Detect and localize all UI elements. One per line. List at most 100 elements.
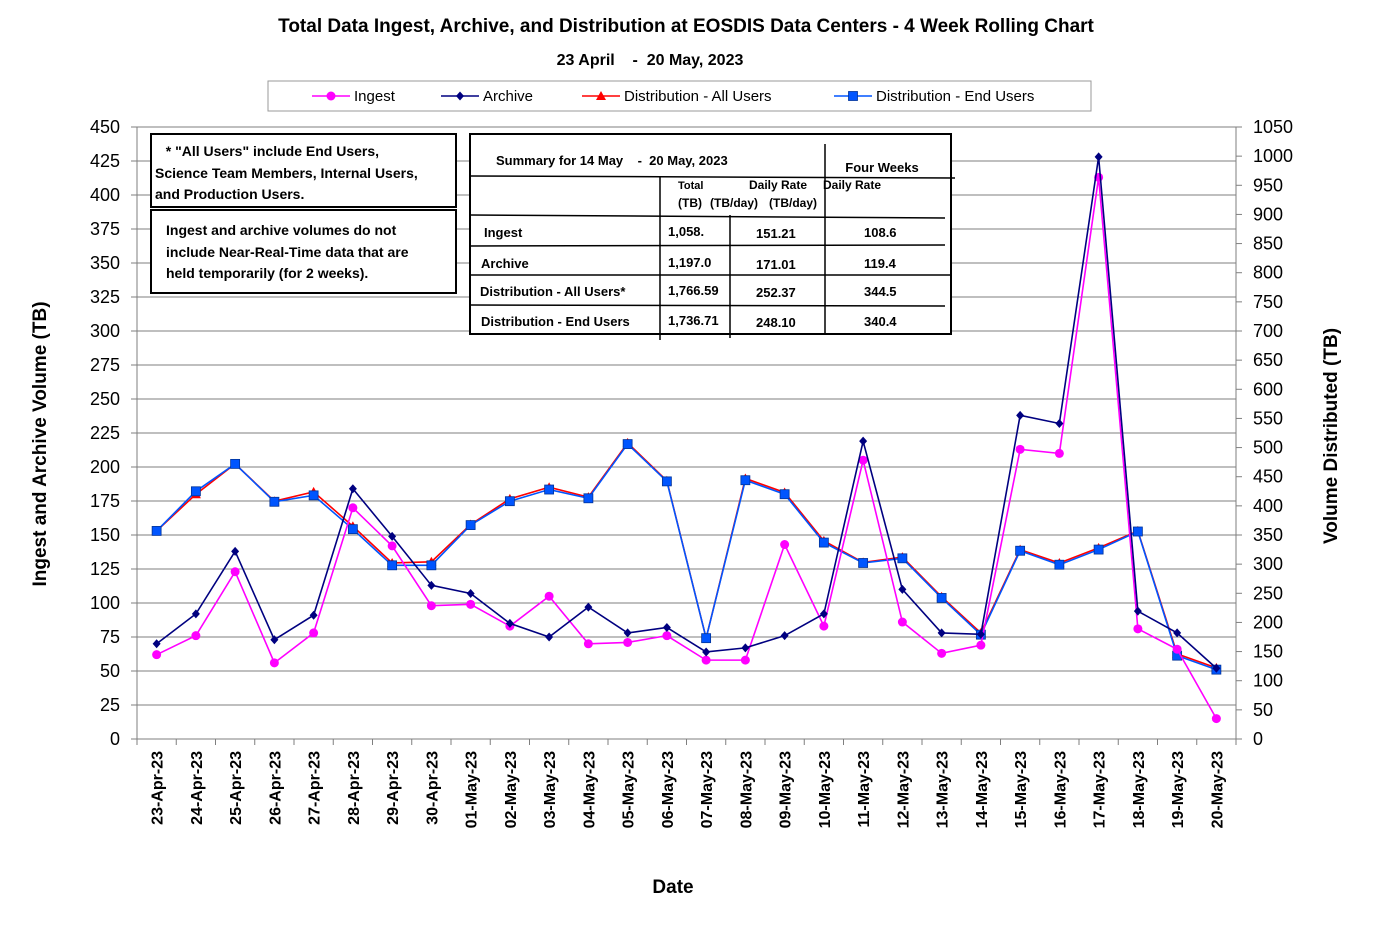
x-tick-label: 12-May-23 xyxy=(895,751,912,828)
data-point xyxy=(898,584,907,594)
left-tick-label: 350 xyxy=(90,253,120,273)
data-point xyxy=(466,599,476,609)
data-point xyxy=(1015,545,1026,556)
data-point xyxy=(152,650,162,660)
legend-frame xyxy=(267,80,1092,112)
note-users-line-3: and Production Users. xyxy=(155,186,304,202)
data-point xyxy=(347,524,358,535)
summary-header-total-unit: (TB) xyxy=(678,196,702,210)
x-tick-label: 11-May-23 xyxy=(856,751,873,828)
x-tick-label: 30-Apr-23 xyxy=(424,751,441,825)
x-tick-label: 27-Apr-23 xyxy=(307,751,324,825)
right-tick-label: 1000 xyxy=(1253,146,1293,166)
data-point xyxy=(818,537,829,548)
legend-label: Distribution - All Users xyxy=(624,88,772,105)
x-tick-label: 18-May-23 xyxy=(1131,751,1148,828)
data-point xyxy=(544,591,554,601)
summary-row-total: 1,058. xyxy=(668,224,704,239)
data-point xyxy=(1132,526,1143,537)
data-point xyxy=(269,658,279,668)
data-point xyxy=(780,631,789,641)
x-tick-label: 26-Apr-23 xyxy=(267,751,284,825)
summary-row-label: Archive xyxy=(481,256,529,271)
summary-row-four-weeks: 340.4 xyxy=(864,314,897,329)
data-point xyxy=(191,609,200,619)
data-point xyxy=(545,632,554,642)
data-point xyxy=(348,503,358,513)
summary-row-total: 1,766.59 xyxy=(668,283,719,298)
data-point xyxy=(1173,628,1182,638)
data-point xyxy=(230,567,240,577)
data-point xyxy=(662,631,672,641)
data-point xyxy=(504,496,515,507)
right-tick-label: 450 xyxy=(1253,467,1283,487)
x-tick-label: 19-May-23 xyxy=(1170,751,1187,828)
summary-row-daily: 252.37 xyxy=(756,285,796,300)
data-point xyxy=(190,486,201,497)
x-tick-label: 23-Apr-23 xyxy=(150,751,167,825)
legend-marker xyxy=(848,91,858,101)
summary-table-frame xyxy=(469,133,952,335)
data-point xyxy=(819,621,829,631)
summary-row-daily: 171.01 xyxy=(756,257,796,272)
data-point xyxy=(231,546,240,556)
data-point xyxy=(583,639,593,649)
data-point xyxy=(1212,663,1221,673)
summary-row-daily: 151.21 xyxy=(756,226,796,241)
x-tick-label: 14-May-23 xyxy=(974,751,991,828)
data-point xyxy=(937,628,946,638)
data-point xyxy=(1093,544,1104,555)
data-point xyxy=(1055,418,1064,428)
data-point xyxy=(1172,644,1182,654)
left-tick-label: 100 xyxy=(90,593,120,613)
data-point xyxy=(976,629,985,639)
data-point xyxy=(1016,410,1025,420)
x-tick-label: 13-May-23 xyxy=(935,751,952,828)
right-tick-label: 500 xyxy=(1253,438,1283,458)
summary-row-total: 1,736.71 xyxy=(668,313,719,328)
data-point xyxy=(1054,559,1065,570)
left-tick-label: 175 xyxy=(90,491,120,511)
x-tick-label: 07-May-23 xyxy=(699,751,716,828)
data-point xyxy=(387,541,397,551)
data-point xyxy=(466,588,475,598)
legend-label: Ingest xyxy=(354,88,396,105)
x-tick-label: 28-Apr-23 xyxy=(346,751,363,825)
x-tick-label: 25-Apr-23 xyxy=(228,751,245,825)
legend: Ingest Archive Distribution - All Users Dis… xyxy=(267,80,1092,112)
data-point xyxy=(230,458,241,469)
left-tick-label: 25 xyxy=(100,695,120,715)
right-tick-label: 300 xyxy=(1253,554,1283,574)
summary-row-four-weeks: 344.5 xyxy=(864,284,897,299)
right-tick-label: 550 xyxy=(1253,408,1283,428)
series-line xyxy=(156,442,1217,671)
legend-item: Archive xyxy=(441,88,533,105)
summary-table: Summary for 14 May - 20 May, 2023 Four W… xyxy=(469,133,956,340)
legend-item: Ingest xyxy=(312,88,396,105)
x-tick-label: 09-May-23 xyxy=(778,751,795,828)
legend-marker xyxy=(326,91,336,101)
right-tick-label: 100 xyxy=(1253,671,1283,691)
data-point xyxy=(661,476,672,487)
y-axis-left-title: Ingest and Archive Volume (TB) xyxy=(30,301,51,586)
note-users-line-1: * "All Users" include End Users, xyxy=(158,143,379,159)
summary-header-daily4-unit: (TB/day) xyxy=(769,196,817,210)
x-tick-label: 24-Apr-23 xyxy=(189,751,206,825)
data-point xyxy=(976,640,986,650)
data-point xyxy=(819,609,828,619)
data-point xyxy=(858,558,869,568)
data-point xyxy=(702,647,711,657)
left-tick-label: 450 xyxy=(90,117,120,137)
legend-item: Distribution - All Users xyxy=(582,88,772,105)
summary-row-label: Ingest xyxy=(484,225,523,240)
x-tick-label: 06-May-23 xyxy=(660,751,677,828)
data-point xyxy=(309,610,318,620)
series-archive xyxy=(152,152,1221,673)
x-tick-label: 03-May-23 xyxy=(542,751,559,828)
data-point xyxy=(308,490,319,501)
right-tick-label: 750 xyxy=(1253,292,1283,312)
left-tick-label: 300 xyxy=(90,321,120,341)
data-point xyxy=(270,635,279,645)
y-axis-right-title: Volume Distributed (TB) xyxy=(1321,328,1342,544)
